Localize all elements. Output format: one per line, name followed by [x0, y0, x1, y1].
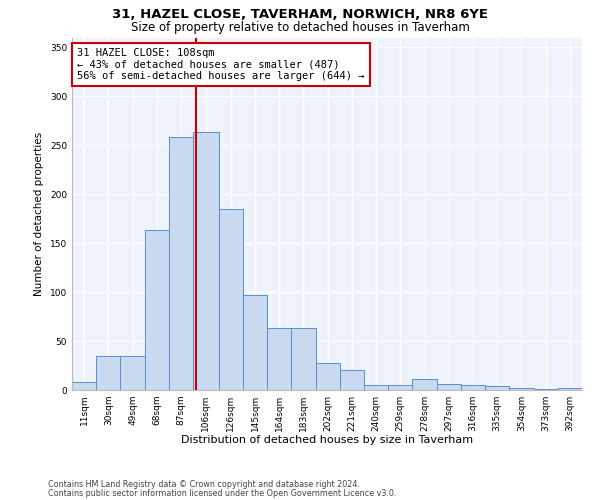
- Bar: [533, 389, 558, 390]
- Bar: [340, 370, 364, 390]
- Bar: [218, 209, 243, 390]
- Bar: [316, 362, 340, 390]
- Bar: [121, 356, 145, 390]
- Bar: [461, 385, 485, 390]
- Y-axis label: Number of detached properties: Number of detached properties: [34, 132, 44, 296]
- Text: 31, HAZEL CLOSE, TAVERHAM, NORWICH, NR8 6YE: 31, HAZEL CLOSE, TAVERHAM, NORWICH, NR8 …: [112, 8, 488, 20]
- Bar: [437, 384, 461, 390]
- Bar: [388, 385, 412, 390]
- Bar: [292, 328, 316, 390]
- Bar: [509, 388, 533, 390]
- Bar: [72, 382, 96, 390]
- Bar: [169, 138, 193, 390]
- Bar: [145, 230, 169, 390]
- Bar: [485, 386, 509, 390]
- Text: Contains HM Land Registry data © Crown copyright and database right 2024.: Contains HM Land Registry data © Crown c…: [48, 480, 360, 489]
- X-axis label: Distribution of detached houses by size in Taverham: Distribution of detached houses by size …: [181, 436, 473, 446]
- Bar: [243, 295, 267, 390]
- Bar: [267, 328, 292, 390]
- Bar: [193, 132, 218, 390]
- Bar: [364, 385, 388, 390]
- Bar: [558, 388, 582, 390]
- Bar: [412, 379, 437, 390]
- Text: Contains public sector information licensed under the Open Government Licence v3: Contains public sector information licen…: [48, 488, 397, 498]
- Text: Size of property relative to detached houses in Taverham: Size of property relative to detached ho…: [131, 21, 469, 34]
- Text: 31 HAZEL CLOSE: 108sqm
← 43% of detached houses are smaller (487)
56% of semi-de: 31 HAZEL CLOSE: 108sqm ← 43% of detached…: [77, 48, 365, 82]
- Bar: [96, 356, 121, 390]
